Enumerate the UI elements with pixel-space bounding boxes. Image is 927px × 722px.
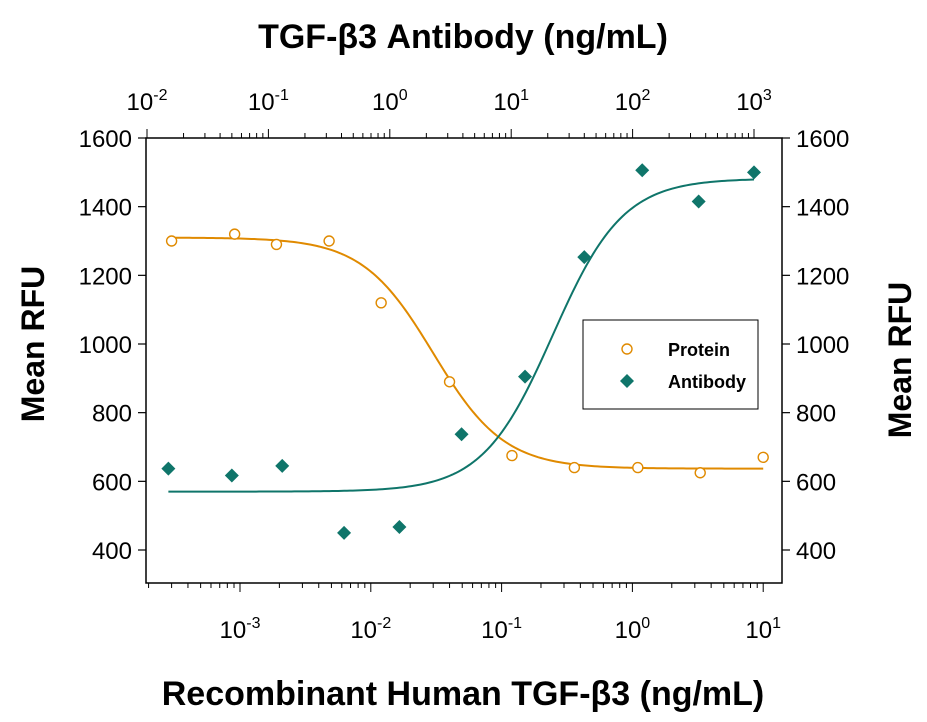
data-point-antibody bbox=[224, 468, 239, 483]
y-tick-label-right: 800 bbox=[796, 401, 836, 428]
x-bottom-tick-label-base: 10 bbox=[481, 617, 508, 644]
data-point-antibody bbox=[635, 163, 650, 178]
x-top-tick-label: 10-2 bbox=[127, 87, 168, 116]
y-tick-label-right: 400 bbox=[796, 538, 836, 565]
x-top-tick-label: 102 bbox=[615, 87, 651, 116]
legend-antibody-label: Antibody bbox=[668, 372, 746, 392]
y-tick-label-left: 1000 bbox=[79, 332, 132, 359]
x-top-tick-label: 100 bbox=[372, 87, 408, 116]
x-bottom-tick-label-base: 10 bbox=[350, 617, 377, 644]
data-point-antibody bbox=[747, 165, 761, 180]
x-top-tick-label-exponent: 1 bbox=[520, 87, 529, 104]
fit-curve-protein bbox=[171, 236, 764, 470]
x-top-tick-label-base: 10 bbox=[736, 89, 763, 116]
fit-curve-antibody bbox=[168, 178, 755, 493]
x-top-tick-label: 101 bbox=[493, 87, 529, 116]
legend-box bbox=[582, 319, 759, 410]
data-point-antibody bbox=[337, 525, 352, 540]
x-bottom-tick-label: 101 bbox=[745, 615, 781, 644]
data-point-protein bbox=[443, 376, 456, 388]
data-point-antibody bbox=[275, 458, 290, 473]
y-tick-label-left: 1600 bbox=[79, 126, 132, 153]
data-point-antibody bbox=[161, 461, 176, 476]
x-top-tick-label-exponent: -2 bbox=[153, 87, 167, 104]
plot-frame bbox=[145, 137, 783, 584]
y-tick-label-left: 1200 bbox=[79, 263, 132, 290]
y-tick-label-left: 600 bbox=[92, 469, 132, 496]
data-point-protein bbox=[165, 235, 178, 247]
x-top-tick-label-base: 10 bbox=[372, 89, 399, 116]
x-top-tick-label-exponent: 0 bbox=[399, 87, 408, 104]
chart-title: TGF-β3 Antibody (ng/mL) bbox=[258, 18, 668, 56]
x-bottom-tick-label-exponent: -2 bbox=[377, 615, 391, 632]
legend-protein-label: Protein bbox=[668, 340, 730, 360]
x-top-tick-label-base: 10 bbox=[248, 89, 275, 116]
legend: Protein Antibody bbox=[582, 319, 759, 410]
x-top-tick-label-base: 10 bbox=[127, 89, 154, 116]
legend-protein-marker bbox=[621, 343, 633, 355]
y-tick-label-left: 400 bbox=[92, 538, 132, 565]
x-bottom-tick-label: 10-2 bbox=[350, 615, 391, 644]
data-point-protein bbox=[694, 467, 706, 479]
x-bottom-tick-label-exponent: 1 bbox=[772, 615, 781, 632]
x-bottom-tick-label: 10-3 bbox=[220, 615, 261, 644]
data-point-protein bbox=[270, 238, 283, 251]
x-bottom-tick-label-base: 10 bbox=[745, 617, 772, 644]
data-point-protein bbox=[375, 297, 387, 309]
y-tick-label-right: 1000 bbox=[796, 332, 849, 359]
x-bottom-tick-label-exponent: -1 bbox=[508, 615, 522, 632]
data-point-antibody bbox=[691, 194, 706, 209]
x-bottom-tick-label-base: 10 bbox=[220, 617, 247, 644]
data-points bbox=[161, 163, 769, 540]
data-point-protein bbox=[757, 451, 769, 463]
y-tick-label-right: 600 bbox=[796, 469, 836, 496]
data-point-protein bbox=[568, 461, 581, 474]
x-top-tick-label-exponent: 2 bbox=[641, 87, 650, 104]
y-tick-label-left: 800 bbox=[92, 401, 132, 428]
x-bottom-tick-label-exponent: -3 bbox=[246, 615, 260, 632]
data-point-antibody bbox=[454, 427, 469, 442]
y-axis-title-left: Mean RFU bbox=[15, 266, 51, 422]
x-top-tick-label-base: 10 bbox=[493, 89, 520, 116]
legend-antibody-marker bbox=[620, 374, 634, 388]
data-point-antibody bbox=[518, 369, 533, 384]
y-tick-label-right: 1400 bbox=[796, 195, 849, 222]
x-bottom-tick-label: 10-1 bbox=[481, 615, 522, 644]
fit-curves bbox=[168, 178, 764, 493]
y-tick-label-right: 1600 bbox=[796, 126, 849, 153]
x-top-tick-label-base: 10 bbox=[615, 89, 642, 116]
x-top-tick-label-exponent: 3 bbox=[763, 87, 772, 104]
x-bottom-tick-label-base: 10 bbox=[615, 617, 642, 644]
data-point-protein bbox=[323, 235, 335, 247]
data-point-protein bbox=[632, 461, 644, 474]
y-tick-label-left: 1400 bbox=[79, 195, 132, 222]
data-point-protein bbox=[506, 449, 518, 462]
data-point-antibody bbox=[577, 250, 592, 265]
x-top-tick-label: 103 bbox=[736, 87, 772, 116]
y-tick-label-right: 1200 bbox=[796, 263, 849, 290]
x-top-tick-label: 10-1 bbox=[248, 87, 289, 116]
x-bottom-tick-label: 100 bbox=[615, 615, 651, 644]
x-bottom-tick-label-exponent: 0 bbox=[641, 615, 650, 632]
x-top-tick-label-exponent: -1 bbox=[275, 87, 289, 104]
data-point-antibody bbox=[392, 519, 407, 534]
x-axis-title: Recombinant Human TGF-β3 (ng/mL) bbox=[162, 675, 765, 713]
y-axis-title-right: Mean RFU bbox=[882, 282, 918, 438]
data-point-protein bbox=[228, 228, 241, 240]
